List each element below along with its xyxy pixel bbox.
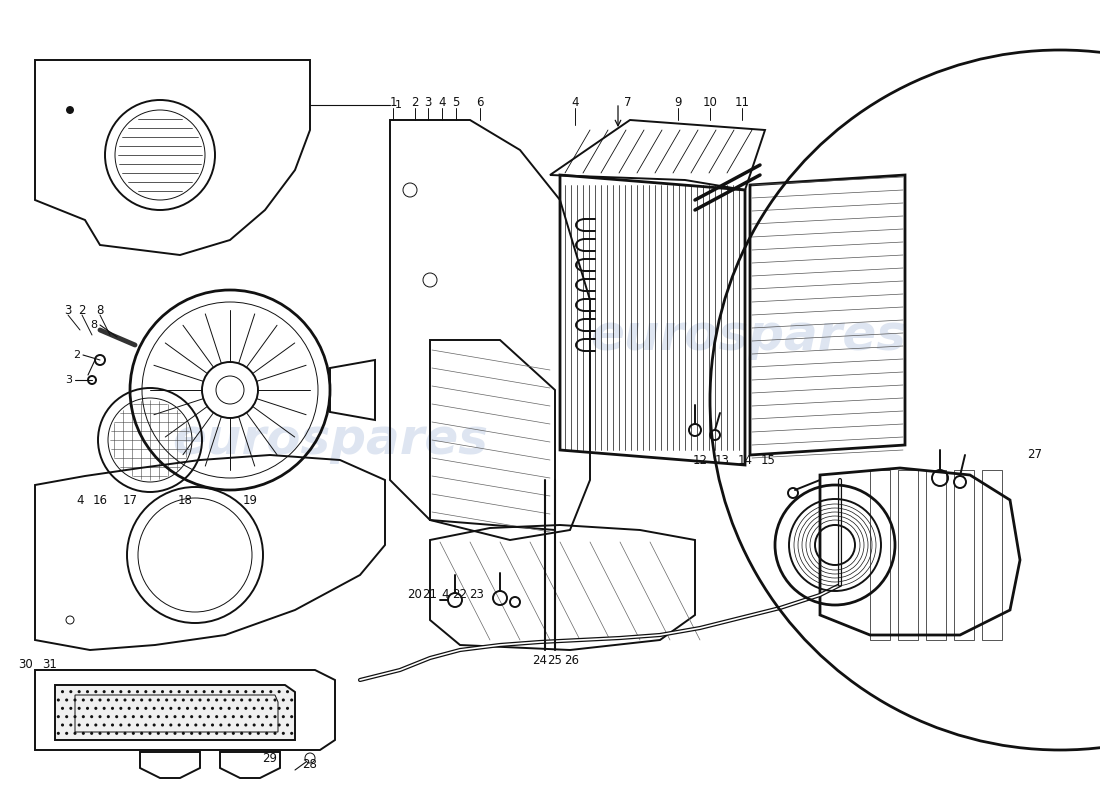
Text: eurospares: eurospares — [590, 312, 906, 360]
Text: 17: 17 — [122, 494, 138, 506]
Text: 11: 11 — [735, 97, 749, 110]
Text: 31: 31 — [43, 658, 57, 671]
Text: 22: 22 — [452, 589, 468, 602]
Text: 29: 29 — [263, 751, 277, 765]
Text: 14: 14 — [737, 454, 752, 466]
Text: 5: 5 — [452, 97, 460, 110]
Text: 19: 19 — [242, 494, 257, 506]
Text: 10: 10 — [703, 97, 717, 110]
Text: 26: 26 — [564, 654, 580, 666]
Text: 9: 9 — [674, 97, 682, 110]
Text: 2: 2 — [78, 303, 86, 317]
Text: 1: 1 — [389, 97, 397, 110]
Text: eurospares: eurospares — [172, 416, 488, 464]
Polygon shape — [55, 685, 295, 740]
Text: 21: 21 — [422, 589, 438, 602]
Text: 3: 3 — [425, 97, 431, 110]
Text: 3: 3 — [64, 303, 72, 317]
Text: 1: 1 — [395, 100, 402, 110]
Text: 13: 13 — [715, 454, 729, 466]
Circle shape — [202, 362, 258, 418]
Text: 16: 16 — [92, 494, 108, 506]
Text: 2: 2 — [411, 97, 419, 110]
Text: 15: 15 — [760, 454, 775, 466]
Text: 18: 18 — [177, 494, 192, 506]
Text: 4: 4 — [571, 97, 579, 110]
Text: 25: 25 — [548, 654, 562, 666]
Text: 3: 3 — [65, 375, 72, 385]
Text: 4: 4 — [76, 494, 84, 506]
Text: 8: 8 — [90, 320, 97, 330]
Text: 20: 20 — [408, 589, 422, 602]
Text: 8: 8 — [97, 303, 103, 317]
Text: 6: 6 — [476, 97, 484, 110]
Text: 7: 7 — [625, 97, 631, 110]
Text: 23: 23 — [470, 589, 484, 602]
Text: 27: 27 — [1027, 449, 1043, 462]
Text: 24: 24 — [532, 654, 548, 666]
Text: 12: 12 — [693, 454, 707, 466]
Circle shape — [67, 107, 73, 113]
Text: 2: 2 — [73, 350, 80, 360]
Text: 30: 30 — [19, 658, 33, 671]
Text: 28: 28 — [302, 758, 318, 771]
Text: 4: 4 — [441, 589, 449, 602]
Text: 4: 4 — [438, 97, 446, 110]
